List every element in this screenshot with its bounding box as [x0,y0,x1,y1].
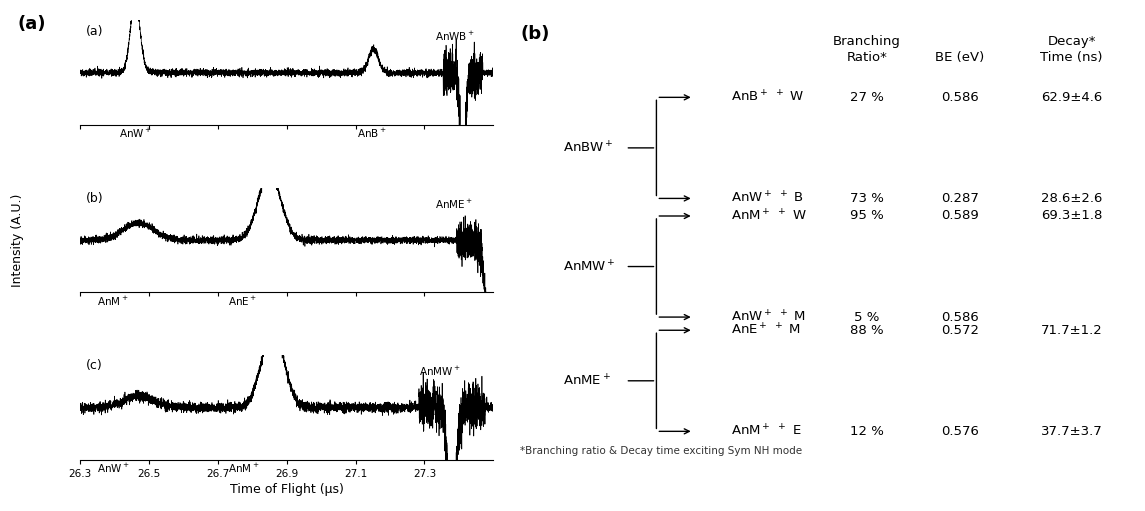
Text: AnMW$^+$: AnMW$^+$ [563,259,616,274]
Text: (a): (a) [86,25,104,38]
Text: AnM$^+$ $^+$ W: AnM$^+$ $^+$ W [731,208,806,224]
Text: 5 %: 5 % [854,311,879,323]
Text: Intensity (A.U.): Intensity (A.U.) [10,194,24,287]
Text: 0.586: 0.586 [941,91,979,104]
Text: AnW$^+$ $^+$ B: AnW$^+$ $^+$ B [731,191,804,206]
Text: (c): (c) [86,359,103,373]
Text: 0.589: 0.589 [941,210,979,222]
Text: 37.7±3.7: 37.7±3.7 [1041,425,1103,438]
Text: 73 %: 73 % [851,192,884,205]
Text: Decay*
Time (ns): Decay* Time (ns) [1041,35,1103,64]
Text: AnM$^+$: AnM$^+$ [97,294,129,308]
Text: AnB$^+$: AnB$^+$ [357,127,387,140]
Text: 28.6±2.6: 28.6±2.6 [1041,192,1103,205]
Text: AnWB$^+$: AnWB$^+$ [435,30,475,43]
Text: *Branching ratio & Decay time exciting Sym NH mode: *Branching ratio & Decay time exciting S… [520,446,803,455]
Text: Branching
Ratio*: Branching Ratio* [834,35,901,64]
Text: 88 %: 88 % [851,324,884,337]
Text: AnE$^+$ $^+$ M: AnE$^+$ $^+$ M [731,322,800,338]
Text: 69.3±1.8: 69.3±1.8 [1041,210,1103,222]
X-axis label: Time of Flight (μs): Time of Flight (μs) [230,483,344,496]
Text: 95 %: 95 % [851,210,884,222]
Text: AnM$^+$ $^+$ E: AnM$^+$ $^+$ E [731,424,801,439]
Text: AnBW$^+$: AnBW$^+$ [563,140,614,155]
Text: (a): (a) [17,15,46,33]
Text: AnW$^+$ $^+$ M: AnW$^+$ $^+$ M [731,310,806,324]
Text: 71.7±1.2: 71.7±1.2 [1041,324,1103,337]
Text: 0.287: 0.287 [941,192,979,205]
Text: AnME$^+$: AnME$^+$ [435,198,474,211]
Text: (b): (b) [520,25,550,43]
Text: 12 %: 12 % [851,425,884,438]
Text: 0.572: 0.572 [941,324,979,337]
Text: AnM$^+$: AnM$^+$ [228,462,260,475]
Text: AnW$^+$: AnW$^+$ [97,462,131,475]
Text: 0.576: 0.576 [941,425,979,438]
Text: AnW$^+$: AnW$^+$ [119,127,151,140]
Text: AnME$^+$: AnME$^+$ [563,373,611,388]
Text: 27 %: 27 % [851,91,884,104]
Text: 62.9±4.6: 62.9±4.6 [1041,91,1103,104]
Text: AnB$^+$ $^+$ W: AnB$^+$ $^+$ W [731,90,804,105]
Text: (b): (b) [86,192,104,205]
Text: 0.586: 0.586 [941,311,979,323]
Text: AnMW$^+$: AnMW$^+$ [419,365,460,378]
Text: BE (eV): BE (eV) [935,52,985,64]
Text: AnE$^+$: AnE$^+$ [228,294,258,308]
